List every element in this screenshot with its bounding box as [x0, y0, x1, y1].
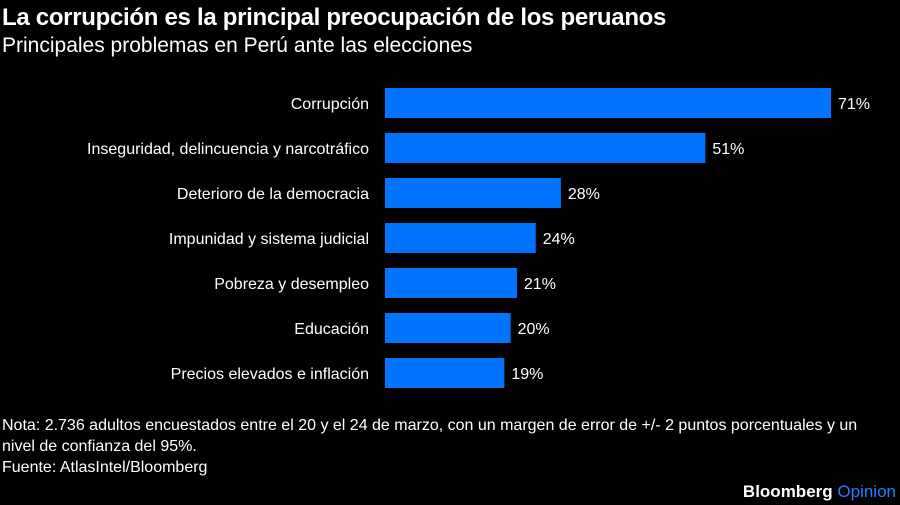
chart-subtitle: Principales problemas en Perú ante las e…: [2, 34, 473, 57]
bar-row: Inseguridad, delincuencia y narcotráfico…: [87, 133, 744, 163]
bar-chart: Corrupción 71% Inseguridad, delincuencia y…: [87, 88, 870, 388]
bar: [385, 88, 831, 118]
category-label: Precios elevados e inflación: [171, 366, 369, 383]
bar: [385, 223, 536, 253]
value-label: 24%: [543, 231, 575, 248]
bar: [385, 268, 517, 298]
value-label: 19%: [511, 366, 543, 383]
category-label: Inseguridad, delincuencia y narcotráfico: [87, 141, 369, 158]
value-label: 21%: [524, 276, 556, 293]
bar: [385, 178, 561, 208]
bar-row: Precios elevados e inflación 19%: [171, 358, 543, 388]
value-label: 20%: [518, 321, 550, 338]
bar-row: Pobreza y desempleo 21%: [214, 268, 556, 298]
value-label: 71%: [838, 96, 870, 113]
bar-row: Corrupción 71%: [291, 88, 870, 118]
chart-title: La corrupción es la principal preocupaci…: [2, 4, 667, 31]
category-label: Impunidad y sistema judicial: [169, 231, 369, 248]
category-label: Educación: [294, 321, 369, 338]
bar-row: Impunidad y sistema judicial 24%: [169, 223, 575, 253]
bar-row: Educación 20%: [294, 313, 550, 343]
category-label: Corrupción: [291, 96, 369, 113]
footnote: Nota: 2.736 adultos encuestados entre el…: [2, 417, 858, 455]
source: Fuente: AtlasIntel/Bloomberg: [2, 459, 208, 476]
category-label: Pobreza y desempleo: [214, 276, 369, 293]
bloomberg-opinion-logo: Bloomberg Opinion: [743, 482, 896, 502]
logo-section: Opinion: [837, 482, 896, 501]
logo-brand: Bloomberg: [742, 482, 833, 501]
bar: [385, 313, 511, 343]
bar: [385, 133, 706, 163]
value-label: 51%: [712, 141, 744, 158]
value-label: 28%: [568, 186, 600, 203]
category-label: Deterioro de la democracia: [177, 186, 369, 203]
bar-row: Deterioro de la democracia 28%: [177, 178, 600, 208]
bar: [385, 358, 505, 388]
